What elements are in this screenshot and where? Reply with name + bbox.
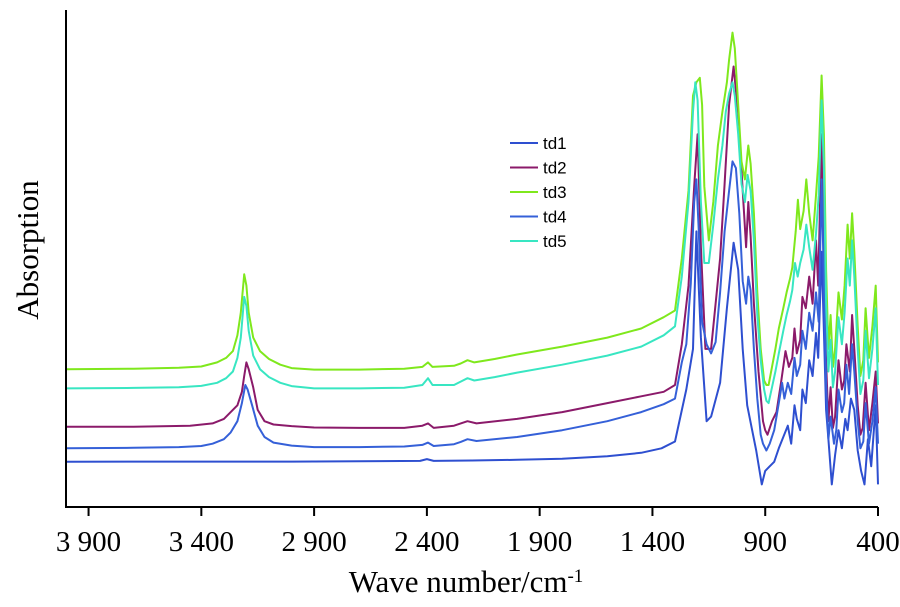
legend-label-td2: td2 bbox=[543, 159, 567, 178]
series-line-td1 bbox=[65, 230, 879, 486]
x-tick-layer: 3 900 3 400 2 900 2 400 1 900 1 400 900 400 bbox=[56, 507, 900, 558]
legend: td1 td2 td3 td4 td5 bbox=[510, 134, 567, 251]
y-axis-title: Absorption bbox=[10, 180, 45, 320]
x-axis-title: Wave number/cm-1 bbox=[349, 564, 584, 599]
legend-label-td5: td5 bbox=[543, 232, 567, 251]
x-tick-label: 2 900 bbox=[281, 526, 346, 558]
series-line-td5 bbox=[65, 81, 879, 405]
x-axis-title-superscript: -1 bbox=[567, 566, 583, 587]
x-tick-label: 1 400 bbox=[620, 526, 685, 558]
series-layer bbox=[65, 31, 879, 486]
series-line-td4 bbox=[65, 160, 879, 452]
x-tick-label: 1 900 bbox=[507, 526, 572, 558]
x-tick-label: 900 bbox=[743, 526, 787, 558]
legend-label-td3: td3 bbox=[543, 183, 567, 202]
x-tick-label: 2 400 bbox=[394, 526, 459, 558]
x-tick-label: 400 bbox=[856, 526, 900, 558]
x-tick-label: 3 400 bbox=[169, 526, 234, 558]
legend-label-td4: td4 bbox=[543, 208, 567, 227]
x-tick-label: 3 900 bbox=[56, 526, 121, 558]
legend-label-td1: td1 bbox=[543, 134, 567, 153]
series-line-td3 bbox=[65, 31, 879, 386]
